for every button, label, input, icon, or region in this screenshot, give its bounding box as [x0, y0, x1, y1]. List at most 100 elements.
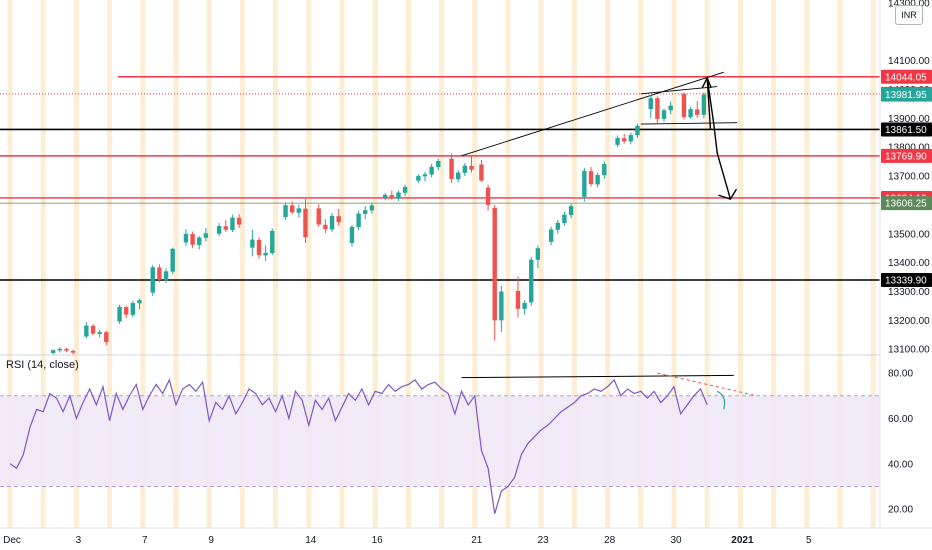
arrowhead: [718, 188, 738, 200]
candle-up: [529, 259, 534, 303]
candle-up: [329, 215, 335, 230]
session-stripes: [7, 0, 876, 530]
candle-up: [130, 303, 136, 315]
price-tick-label: 13500.00: [888, 229, 930, 240]
price-tick-label: 13100.00: [888, 345, 930, 356]
session-stripe: [472, 0, 478, 530]
rsi-tick-label: 80.00: [888, 369, 913, 380]
candle-up: [402, 187, 408, 193]
arrowhead-top: [701, 76, 712, 89]
candle-up: [84, 325, 89, 337]
time-axis[interactable]: Dec 3 7 9 14 16 21 23 28 30 2021 5: [0, 527, 932, 550]
session-stripe: [73, 0, 79, 530]
price-tick-label: 14100.00: [888, 56, 930, 67]
level-tag: [881, 148, 932, 163]
session-stripe: [107, 0, 113, 530]
candle-up: [535, 248, 541, 260]
candle-up: [661, 110, 667, 119]
currency-label[interactable]: INR: [895, 5, 923, 25]
candle-up: [216, 225, 222, 234]
candle-up: [429, 166, 434, 175]
price-tick-label: 14300.00: [888, 0, 930, 9]
candle-down: [236, 217, 242, 225]
session-stripe: [339, 0, 345, 530]
session-stripe: [405, 0, 411, 530]
candle-up: [197, 237, 202, 246]
candle-down: [316, 208, 321, 225]
candle-down: [336, 216, 341, 223]
candle-down: [157, 267, 162, 280]
candle-up: [97, 331, 102, 334]
rsi-trendline: [461, 374, 734, 379]
candle-up: [462, 165, 468, 173]
level-tag-label: 13339.90: [885, 275, 927, 286]
candle-up: [50, 350, 56, 353]
candle-down: [290, 205, 295, 213]
session-stripe: [505, 0, 511, 530]
candle-up: [436, 161, 441, 168]
session-stripe: [771, 0, 777, 530]
candle-up: [137, 300, 142, 304]
session-stripe: [40, 0, 46, 530]
level-tag-label: 13981.95: [885, 90, 927, 101]
price-tick-label: 13200.00: [888, 316, 930, 327]
candle-up: [555, 222, 560, 230]
session-stripe: [538, 0, 544, 530]
candle-down: [479, 164, 484, 181]
level-tag: [881, 196, 932, 211]
candle-up: [628, 135, 634, 142]
session-stripe: [273, 0, 279, 530]
session-stripe: [605, 0, 611, 530]
rsi-pane: [0, 354, 932, 514]
candle-up: [270, 230, 275, 254]
candle-down: [588, 171, 594, 185]
candle-up: [499, 291, 504, 321]
candle-up: [170, 248, 175, 272]
candle-down: [469, 165, 474, 170]
candle-up: [615, 137, 620, 145]
candle-down: [223, 226, 228, 230]
candle-down: [389, 195, 394, 199]
candle-up: [250, 239, 255, 248]
session-stripe: [837, 0, 843, 530]
candle-up: [688, 109, 693, 118]
candle-up: [456, 172, 461, 180]
rsi-projection-curve: [716, 390, 726, 410]
candle-down: [655, 98, 660, 119]
candle-up: [296, 208, 302, 213]
candle-down: [303, 208, 308, 238]
candle-down: [449, 158, 454, 179]
candle-down: [485, 187, 491, 205]
candle-up: [422, 174, 428, 177]
candle-up: [522, 303, 527, 309]
price-axis[interactable]: 14300.0014100.0014000.0013900.0013800.00…: [879, 0, 932, 550]
level-tag: [881, 272, 932, 287]
session-stripe: [206, 0, 212, 530]
level-tag-label: 13769.90: [885, 151, 927, 162]
candle-up: [382, 194, 388, 198]
rsi-dashed-trendline: [657, 372, 758, 397]
candle-up: [595, 174, 600, 185]
time-tick-label: 3: [76, 535, 82, 546]
price-pane: [0, 71, 880, 355]
rsi-tick-label: 60.00: [888, 414, 913, 425]
candle-down: [104, 332, 109, 343]
time-tick-label: 16: [372, 535, 384, 546]
session-stripe: [804, 0, 810, 530]
price-tick-label: 13900.00: [888, 114, 930, 125]
candle-up: [183, 233, 189, 243]
time-tick-label: 7: [142, 535, 148, 546]
rsi-line: [9, 378, 708, 514]
candle-up: [283, 205, 288, 218]
level-tag-label: 13606.25: [885, 199, 927, 210]
candle-down: [323, 224, 328, 230]
session-stripe: [372, 0, 378, 530]
candle-up: [203, 233, 209, 238]
rsi-indicator-label[interactable]: RSI (14, close): [6, 359, 79, 371]
candle-down: [124, 307, 129, 315]
session-stripe: [704, 0, 710, 530]
time-tick-label: 5: [806, 535, 812, 546]
time-tick-label: 30: [670, 535, 682, 546]
candle-up: [582, 170, 587, 197]
